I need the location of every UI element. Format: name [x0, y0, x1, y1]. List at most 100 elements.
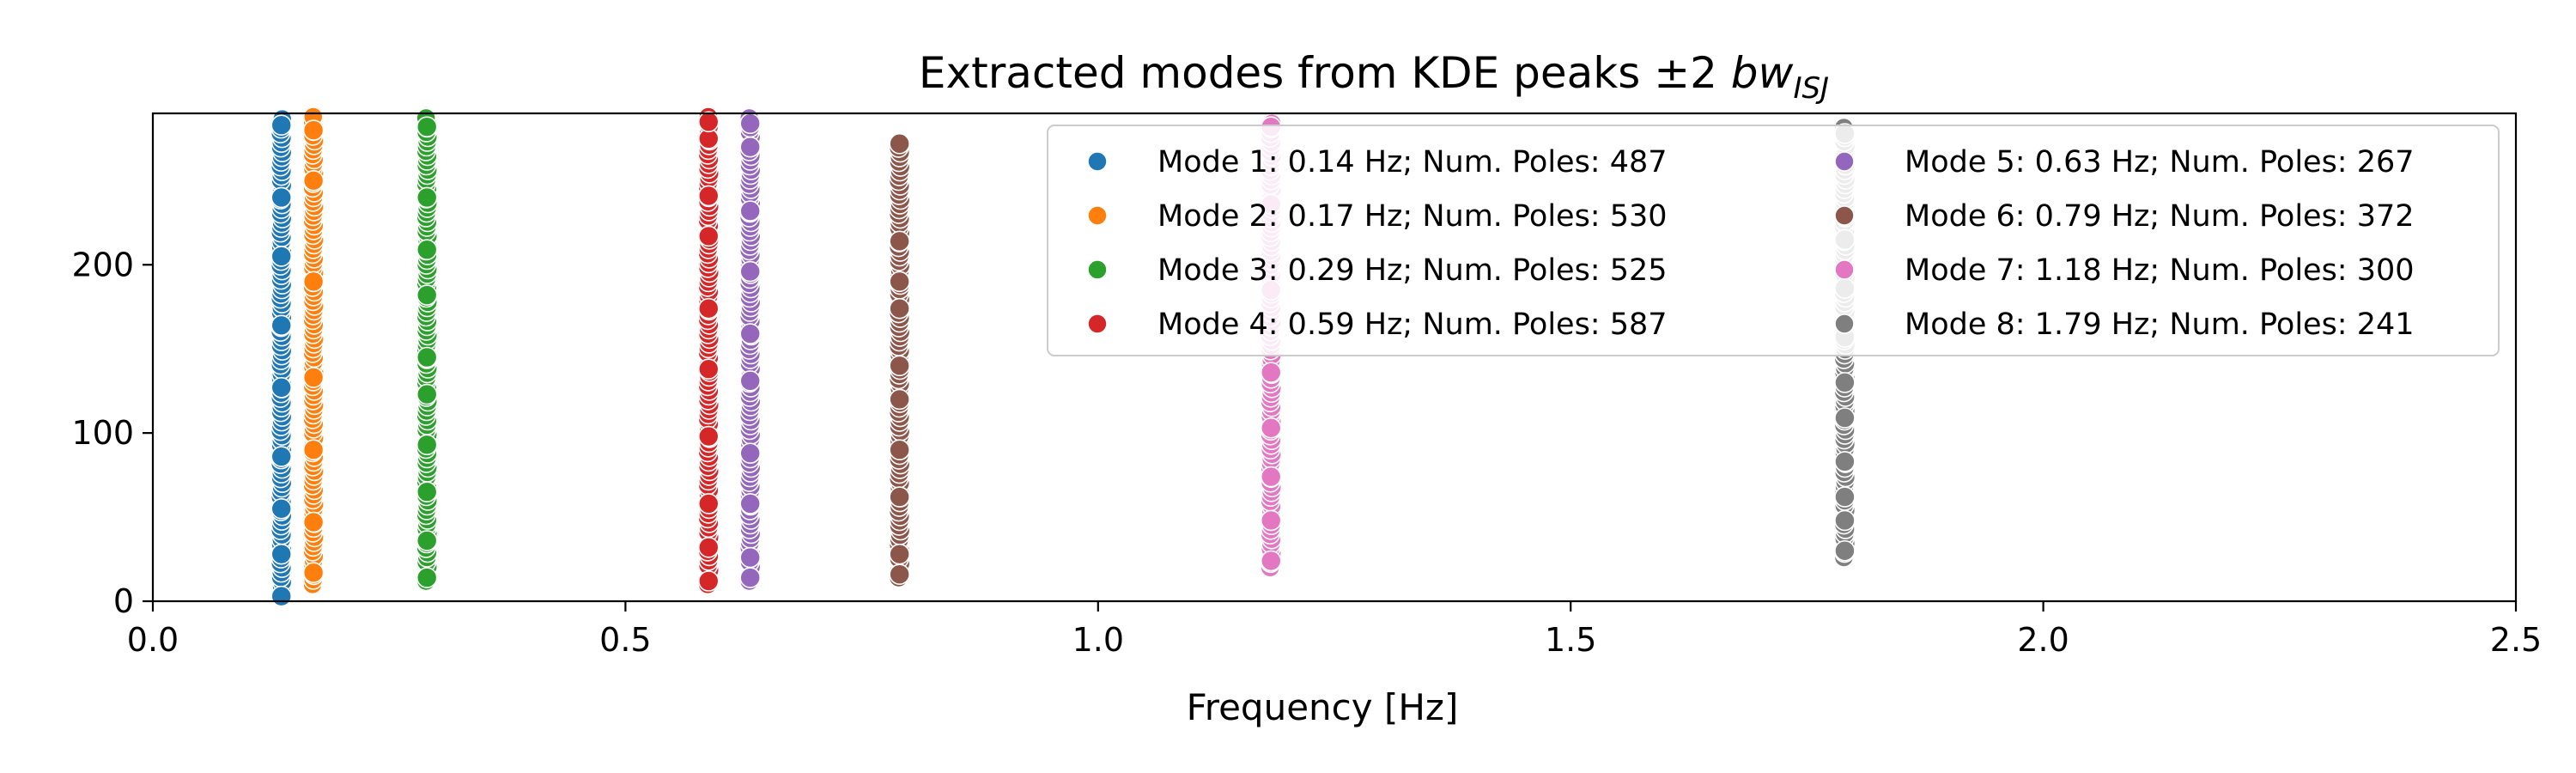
- x-axis-label: Frequency [Hz]: [1187, 686, 1459, 728]
- legend-marker: [1834, 259, 1855, 280]
- data-point: [889, 388, 910, 411]
- data-point: [697, 111, 720, 133]
- legend-label: Mode 6: 0.79 Hz; Num. Poles: 372: [1905, 199, 2415, 234]
- data-point: [270, 186, 293, 209]
- series-points-1: [270, 108, 293, 607]
- legend-label: Mode 5: 0.63 Hz; Num. Poles: 267: [1905, 145, 2415, 180]
- legend-item-5: Mode 5: 0.63 Hz; Num. Poles: 267: [1834, 145, 2415, 180]
- data-point: [302, 511, 325, 533]
- legend-marker: [1834, 313, 1855, 334]
- data-point: [889, 230, 910, 253]
- legend-item-1: Mode 1: 0.14 Hz; Num. Poles: 487: [1087, 145, 1668, 180]
- data-point: [416, 383, 438, 405]
- data-point: [739, 567, 762, 588]
- data-point: [1260, 509, 1282, 532]
- legend-item-4: Mode 4: 0.59 Hz; Num. Poles: 587: [1087, 307, 1668, 342]
- legend-marker: [1087, 259, 1108, 280]
- data-point: [739, 136, 762, 158]
- data-point: [416, 186, 438, 209]
- x-tick-label: 1.5: [1545, 621, 1596, 659]
- data-point: [697, 185, 720, 207]
- x-tick-label: 1.0: [1072, 621, 1124, 659]
- data-point: [739, 370, 762, 392]
- data-point: [739, 546, 762, 569]
- data-point: [739, 323, 762, 344]
- data-point: [889, 297, 910, 320]
- legend-item-8: Mode 8: 1.79 Hz; Num. Poles: 241: [1834, 307, 2415, 342]
- data-point: [302, 271, 325, 293]
- legend-item-7: Mode 7: 1.18 Hz; Num. Poles: 300: [1834, 253, 2415, 288]
- data-point: [739, 442, 762, 464]
- data-point: [697, 297, 720, 320]
- data-point: [416, 434, 438, 456]
- data-point: [416, 239, 438, 260]
- data-point: [270, 543, 293, 565]
- legend-box: [1047, 125, 2500, 356]
- data-point: [270, 497, 293, 520]
- data-point: [739, 113, 762, 135]
- legend-label: Mode 1: 0.14 Hz; Num. Poles: 487: [1157, 145, 1668, 180]
- data-point: [1834, 539, 1856, 562]
- data-point: [416, 481, 438, 502]
- x-tick-label: 2.0: [2017, 621, 2069, 659]
- legend-item-6: Mode 6: 0.79 Hz; Num. Poles: 372: [1834, 199, 2415, 234]
- data-point: [739, 260, 762, 283]
- plot-frame: [151, 112, 2518, 603]
- data-point: [1260, 466, 1282, 488]
- legend-marker: [1834, 205, 1855, 226]
- data-point: [270, 314, 293, 337]
- data-point: [416, 346, 438, 368]
- data-point: [1260, 550, 1282, 572]
- data-point: [1260, 417, 1282, 439]
- y-tick-label: 100: [71, 414, 134, 452]
- data-point: [270, 246, 293, 267]
- chart-title: Extracted modes from KDE peaks ±2 bwISJ: [919, 48, 1829, 106]
- data-point: [416, 530, 438, 551]
- legend-label: Mode 3: 0.29 Hz; Num. Poles: 525: [1157, 253, 1668, 288]
- series-points-5: [738, 107, 762, 592]
- y-tick-label: 0: [113, 582, 134, 620]
- series-points-6: [888, 132, 911, 588]
- data-point: [302, 439, 325, 461]
- legend-item-2: Mode 2: 0.17 Hz; Num. Poles: 530: [1087, 199, 1668, 234]
- data-point: [1834, 509, 1856, 532]
- data-point: [270, 114, 293, 137]
- data-point: [889, 439, 910, 461]
- data-point: [889, 543, 910, 565]
- data-point: [1260, 362, 1282, 383]
- data-point: [302, 367, 325, 388]
- data-point: [697, 537, 720, 558]
- series-points-4: [697, 107, 720, 595]
- legend-marker: [1087, 151, 1108, 172]
- data-point: [889, 355, 910, 377]
- x-tick-label: 0.5: [599, 621, 651, 659]
- y-tick-label: 200: [71, 246, 134, 283]
- data-point: [302, 170, 325, 192]
- y-axis: 0 100 200: [71, 246, 153, 620]
- series-points-2: [302, 107, 325, 595]
- data-point: [697, 570, 720, 592]
- data-point: [1834, 451, 1856, 472]
- data-point: [270, 446, 293, 467]
- legend-marker: [1087, 313, 1108, 334]
- data-point: [416, 284, 438, 306]
- legend-item-3: Mode 3: 0.29 Hz; Num. Poles: 525: [1087, 253, 1668, 288]
- data-point: [889, 486, 910, 508]
- data-point: [1834, 486, 1856, 508]
- data-point: [416, 567, 438, 588]
- data-point: [697, 358, 720, 380]
- data-point: [302, 562, 325, 584]
- data-point: [889, 563, 910, 585]
- data-point: [270, 585, 293, 607]
- data-point: [889, 132, 910, 155]
- legend-label: Mode 7: 1.18 Hz; Num. Poles: 300: [1905, 253, 2415, 288]
- scatter-points: [270, 107, 1856, 607]
- series-points-3: [416, 107, 439, 592]
- data-point: [889, 271, 910, 293]
- legend-marker: [1087, 205, 1108, 226]
- data-point: [697, 493, 720, 514]
- legend: Mode 1: 0.14 Hz; Num. Poles: 487 Mode 2: …: [1047, 125, 2500, 356]
- legend-label: Mode 4: 0.59 Hz; Num. Poles: 587: [1157, 307, 1668, 342]
- data-point: [697, 425, 720, 447]
